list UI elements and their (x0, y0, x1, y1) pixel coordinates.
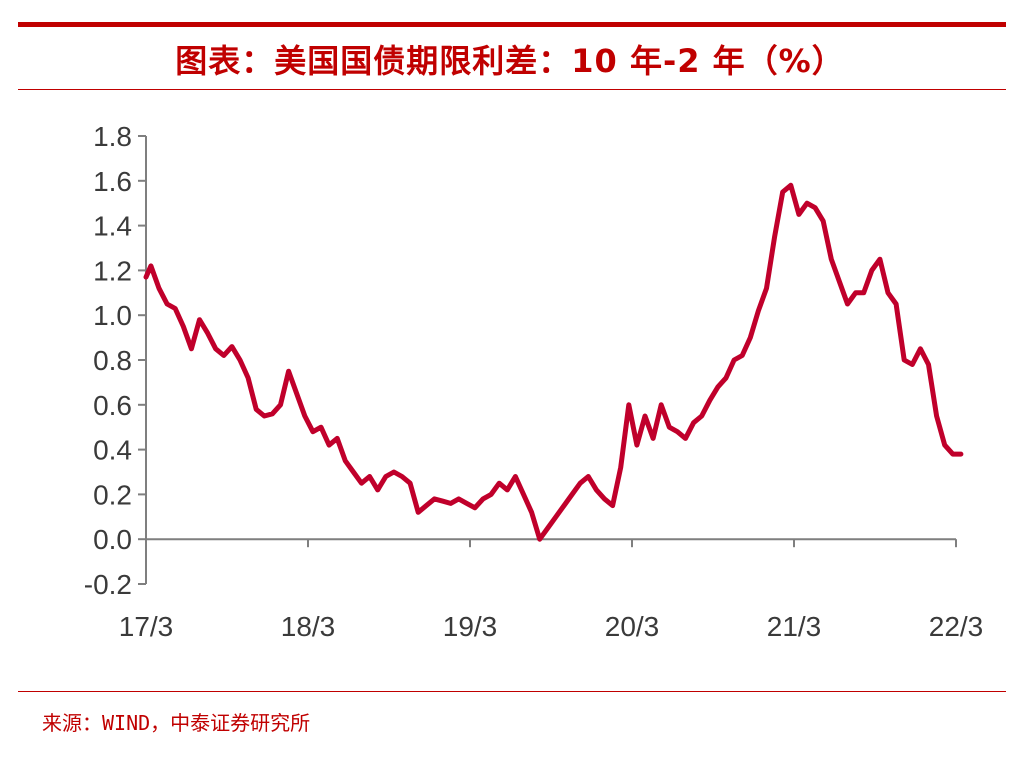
x-tick-label: 22/3 (929, 611, 984, 642)
bottom-rule (18, 691, 1006, 692)
y-tick-label: 1.2 (93, 255, 132, 286)
y-tick-label: 0.2 (93, 479, 132, 510)
x-tick-label: 17/3 (119, 611, 174, 642)
y-tick-label: 1.0 (93, 300, 132, 331)
x-axis-labels: 17/3 18/3 19/3 20/3 21/3 22/3 (119, 611, 984, 642)
y-tick-label: 0.0 (93, 524, 132, 555)
x-tick-label: 19/3 (443, 611, 498, 642)
x-tick-label: 20/3 (605, 611, 660, 642)
title-rule (18, 89, 1006, 90)
y-tick-label: 0.4 (93, 435, 132, 466)
y-tick-label: 0.6 (93, 390, 132, 421)
x-tick-label: 18/3 (281, 611, 336, 642)
y-axis-labels: -0.2 0.0 0.2 0.4 0.6 0.8 1.0 1.2 1.4 1.6 1.8 (84, 121, 132, 600)
y-tick-label: 1.4 (93, 211, 132, 242)
chart-title: 图表：美国国债期限利差：10 年-2 年（%） (175, 42, 845, 80)
y-tick-label: 1.6 (93, 166, 132, 197)
series-layer (143, 182, 964, 542)
series-line (143, 182, 964, 542)
source-note: 来源：WIND，中泰证券研究所 (42, 711, 311, 735)
y-tick-label: 0.8 (93, 345, 132, 376)
x-tick-label: 21/3 (767, 611, 822, 642)
y-tick-label: -0.2 (84, 569, 132, 600)
chart-axes (138, 135, 957, 585)
top-rule (18, 22, 1006, 27)
y-tick-label: 1.8 (93, 121, 132, 152)
